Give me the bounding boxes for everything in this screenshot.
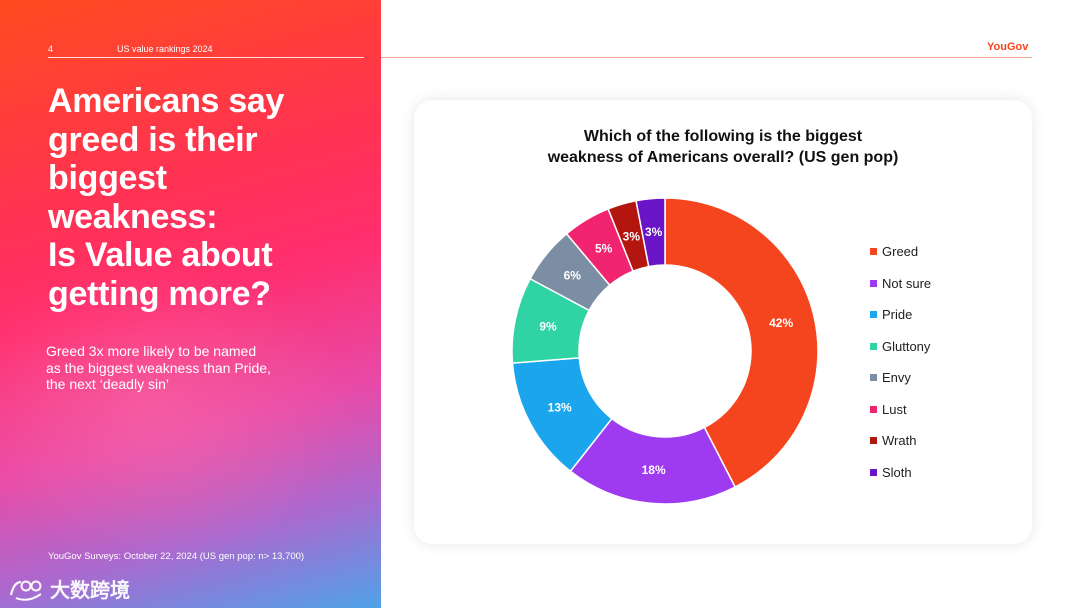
watermark-text: 大数跨境	[50, 580, 130, 602]
legend-swatch	[870, 405, 877, 413]
data-label-gluttony: 9%	[539, 320, 557, 334]
legend-item-sloth: Sloth	[870, 457, 931, 489]
legend-label: Sloth	[882, 464, 912, 480]
data-label-not-sure: 18%	[642, 463, 666, 477]
slice-greed	[664, 197, 819, 489]
data-label-lust: 5%	[595, 241, 613, 255]
legend-item-wrath: Wrath	[870, 425, 931, 457]
legend-item-not-sure: Not sure	[870, 268, 931, 300]
legend-swatch	[870, 248, 877, 256]
legend-item-pride: Pride	[870, 299, 931, 331]
legend-swatch	[870, 279, 877, 287]
background-glow	[0, 260, 360, 560]
legend-item-lust: Lust	[870, 394, 931, 426]
donut-chart: 42% 18% 13% 9% 6% 5% 3% 3%	[511, 197, 819, 505]
legend-swatch	[870, 437, 877, 445]
watermark: 大数跨境	[8, 574, 130, 603]
subtext: Greed 3x more likely to be named as the …	[46, 343, 271, 392]
chart-title: Which of the following is the biggest we…	[547, 128, 899, 166]
legend-label: Gluttony	[882, 338, 931, 354]
headline: Americans say greed is their biggest wea…	[48, 82, 285, 313]
legend-label: Envy	[882, 370, 911, 386]
brand-logo: YouGov	[987, 41, 1029, 53]
legend-swatch	[870, 311, 877, 319]
section-label: US value rankings 2024	[117, 44, 213, 54]
data-label-envy: 6%	[564, 269, 582, 283]
legend-label: Wrath	[882, 433, 917, 449]
data-label-sloth: 3%	[645, 225, 663, 239]
legend-label: Greed	[882, 244, 919, 260]
data-label-wrath: 3%	[623, 229, 641, 243]
legend-swatch	[870, 342, 877, 350]
left-panel: 4 US value rankings 2024 Americans say g…	[0, 0, 381, 608]
legend-item-greed: Greed	[870, 236, 931, 268]
data-label-greed: 42%	[769, 316, 793, 330]
source-note: YouGov Surveys: October 22, 2024 (US gen…	[48, 551, 305, 562]
data-label-pride: 13%	[548, 400, 572, 414]
header-divider	[48, 57, 364, 58]
legend-label: Pride	[882, 307, 913, 323]
legend-swatch	[870, 468, 877, 476]
top-divider	[381, 57, 1032, 58]
legend-label: Lust	[882, 401, 907, 417]
legend-item-gluttony: Gluttony	[870, 331, 931, 363]
legend-item-envy: Envy	[870, 362, 931, 394]
chart-legend: Greed Not sure Pride Gluttony Envy Lust Wrath S…	[870, 236, 931, 488]
legend-label: Not sure	[882, 275, 932, 291]
legend-swatch	[870, 374, 877, 382]
watermark-logo-icon	[9, 580, 42, 601]
slice-sloth	[635, 197, 666, 268]
page-number: 4	[48, 44, 54, 54]
